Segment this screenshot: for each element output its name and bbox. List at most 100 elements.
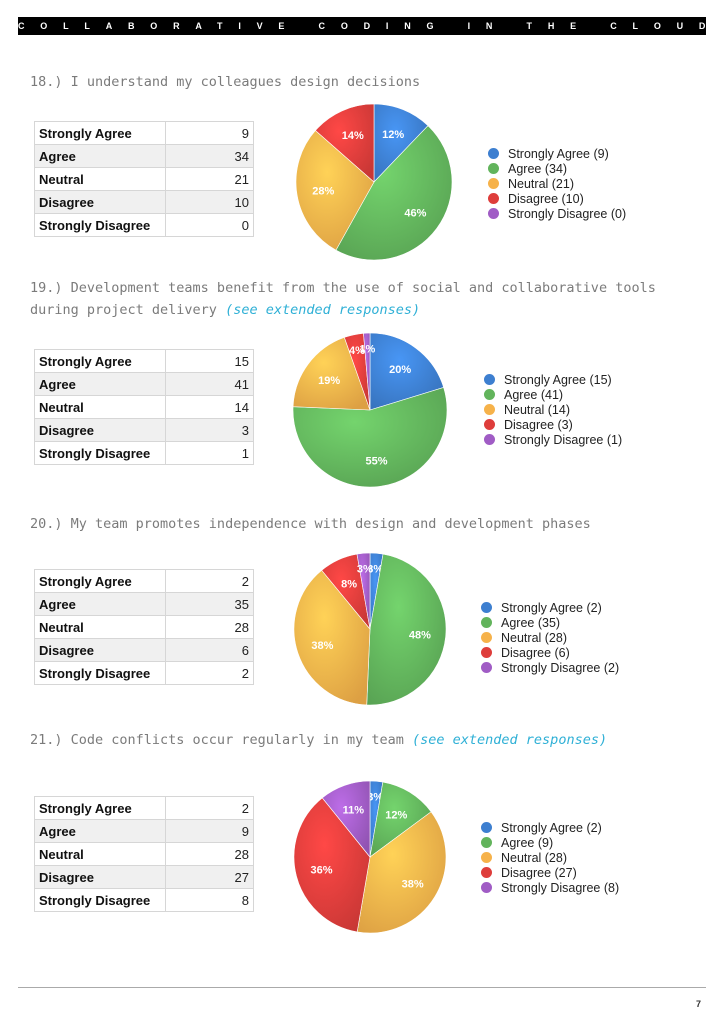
legend-label: Neutral (14) xyxy=(504,402,570,417)
pie-slice-agree xyxy=(366,553,447,706)
legend-item-strongly-agree: Strongly Agree (15) xyxy=(484,372,622,387)
table-row: Agree 9 xyxy=(34,819,254,843)
legend-swatch xyxy=(481,882,492,893)
pie-chart-19: 20% 55% 19% 4%1% xyxy=(292,332,448,488)
pie-slice-agree xyxy=(335,125,453,261)
legend-item-disagree: Disagree (6) xyxy=(481,645,619,660)
table-row: Disagree 3 xyxy=(34,418,254,442)
response-table-21: Strongly Agree 2 Agree 9 Neutral 28 Disagre… xyxy=(34,796,254,912)
extended-responses-link[interactable]: (see extended responses) xyxy=(225,302,421,318)
legend-swatch xyxy=(484,374,495,385)
row-value: 21 xyxy=(165,167,254,191)
legend-swatch xyxy=(488,163,499,174)
response-table-20: Strongly Agree 2 Agree 35 Neutral 28 Disagr… xyxy=(34,569,254,685)
question-19: 19.) Development teams benefit from the … xyxy=(30,277,710,321)
legend-swatch xyxy=(481,852,492,863)
legend-item-strongly-agree: Strongly Agree (9) xyxy=(488,146,626,161)
legend-swatch xyxy=(481,602,492,613)
table-row: Agree 41 xyxy=(34,372,254,396)
row-label: Strongly Agree xyxy=(34,121,166,145)
legend-label: Disagree (27) xyxy=(501,865,577,880)
row-label: Strongly Disagree xyxy=(34,213,166,237)
legend-swatch xyxy=(484,419,495,430)
pie-slice-strongly-disagree xyxy=(321,780,371,858)
legend-21: Strongly Agree (2) Agree (9) Neutral (28) D… xyxy=(481,820,619,895)
legend-swatch xyxy=(488,193,499,204)
legend-label: Neutral (28) xyxy=(501,850,567,865)
table-row: Strongly Agree 2 xyxy=(34,796,254,820)
slice-label-disagree: 8% xyxy=(341,578,357,590)
legend-item-neutral: Neutral (28) xyxy=(481,630,619,645)
pie-slice-neutral xyxy=(295,130,375,251)
pie-slice-neutral xyxy=(356,811,447,934)
legend-swatch xyxy=(484,434,495,445)
legend-label: Agree (41) xyxy=(504,387,564,402)
legend-label: Neutral (28) xyxy=(501,630,567,645)
legend-swatch xyxy=(481,632,492,643)
row-value: 41 xyxy=(165,372,254,396)
legend-item-agree: Agree (34) xyxy=(488,161,626,176)
legend-item-neutral: Neutral (21) xyxy=(488,176,626,191)
row-value: 28 xyxy=(165,842,254,866)
row-label: Strongly Agree xyxy=(34,349,166,373)
slice-label-neutral: 38% xyxy=(402,878,424,890)
slice-label-strongly-agree: 12% xyxy=(382,129,404,141)
slice-label-neutral: 38% xyxy=(311,640,333,652)
legend-item-agree: Agree (35) xyxy=(481,615,619,630)
pie-slice-strongly-disagree xyxy=(356,552,371,630)
legend-label: Strongly Agree (9) xyxy=(508,146,609,161)
legend-label: Strongly Disagree (0) xyxy=(508,206,627,221)
legend-item-strongly-disagree: Strongly Disagree (1) xyxy=(484,432,622,447)
pie-slice-neutral xyxy=(292,337,371,411)
row-label: Disagree xyxy=(34,865,166,889)
slice-label-agree: 46% xyxy=(404,208,426,220)
slice-label-strongly-disagree: 11% xyxy=(343,805,365,817)
legend-item-strongly-disagree: Strongly Disagree (2) xyxy=(481,660,619,675)
legend-item-disagree: Disagree (3) xyxy=(484,417,622,432)
row-label: Agree xyxy=(34,144,166,168)
slice-label-neutral: 19% xyxy=(318,375,340,387)
slice-label-disagree: 4% xyxy=(349,345,365,357)
legend-swatch xyxy=(481,647,492,658)
table-row: Disagree 10 xyxy=(34,190,254,214)
slice-label-agree: 55% xyxy=(365,455,387,467)
table-row: Neutral 28 xyxy=(34,842,254,866)
row-value: 2 xyxy=(165,661,254,685)
table-row: Neutral 21 xyxy=(34,167,254,191)
table-row: Neutral 28 xyxy=(34,615,254,639)
pie-slice-strongly-agree xyxy=(373,103,429,183)
legend-item-strongly-disagree: Strongly Disagree (0) xyxy=(488,206,626,221)
row-value: 3 xyxy=(165,418,254,442)
pie-chart-20: 3%48%38%8%3% xyxy=(293,552,447,706)
pie-chart-18: 12% 46% 28% 14% xyxy=(295,103,453,261)
pie-chart-21: 3%12% 38% 36% 11% xyxy=(293,780,447,934)
legend-swatch xyxy=(481,617,492,628)
question-text: 19.) Development teams benefit from the … xyxy=(30,280,656,318)
table-row: Neutral 14 xyxy=(34,395,254,419)
table-row: Strongly Agree 15 xyxy=(34,349,254,373)
row-label: Disagree xyxy=(34,418,166,442)
legend-label: Strongly Agree (15) xyxy=(504,372,612,387)
legend-label: Neutral (21) xyxy=(508,176,574,191)
header-title: COLLABORATIVE CODING IN THE CLOUD xyxy=(18,21,706,31)
question-text: 21.) Code conflicts occur regularly in m… xyxy=(30,732,404,748)
slice-label-neutral: 28% xyxy=(312,186,334,198)
row-label: Neutral xyxy=(34,615,166,639)
legend-18: Strongly Agree (9) Agree (34) Neutral (21)… xyxy=(488,146,626,221)
question-18: 18.) I understand my colleagues design d… xyxy=(30,71,710,93)
extended-responses-link[interactable]: (see extended responses) xyxy=(412,732,608,748)
row-label: Neutral xyxy=(34,395,166,419)
pie-slice-strongly-disagree xyxy=(363,332,371,411)
footer-divider xyxy=(18,987,706,988)
row-value: 2 xyxy=(165,569,254,593)
question-20: 20.) My team promotes independence with … xyxy=(30,513,710,535)
row-value: 0 xyxy=(165,213,254,237)
table-row: Agree 35 xyxy=(34,592,254,616)
pie-slice-disagree xyxy=(315,103,375,183)
slice-label-agree: 12% xyxy=(385,809,407,821)
legend-swatch xyxy=(481,837,492,848)
legend-item-neutral: Neutral (28) xyxy=(481,850,619,865)
legend-label: Strongly Disagree (2) xyxy=(501,660,620,675)
row-value: 15 xyxy=(165,349,254,373)
legend-item-agree: Agree (41) xyxy=(484,387,622,402)
